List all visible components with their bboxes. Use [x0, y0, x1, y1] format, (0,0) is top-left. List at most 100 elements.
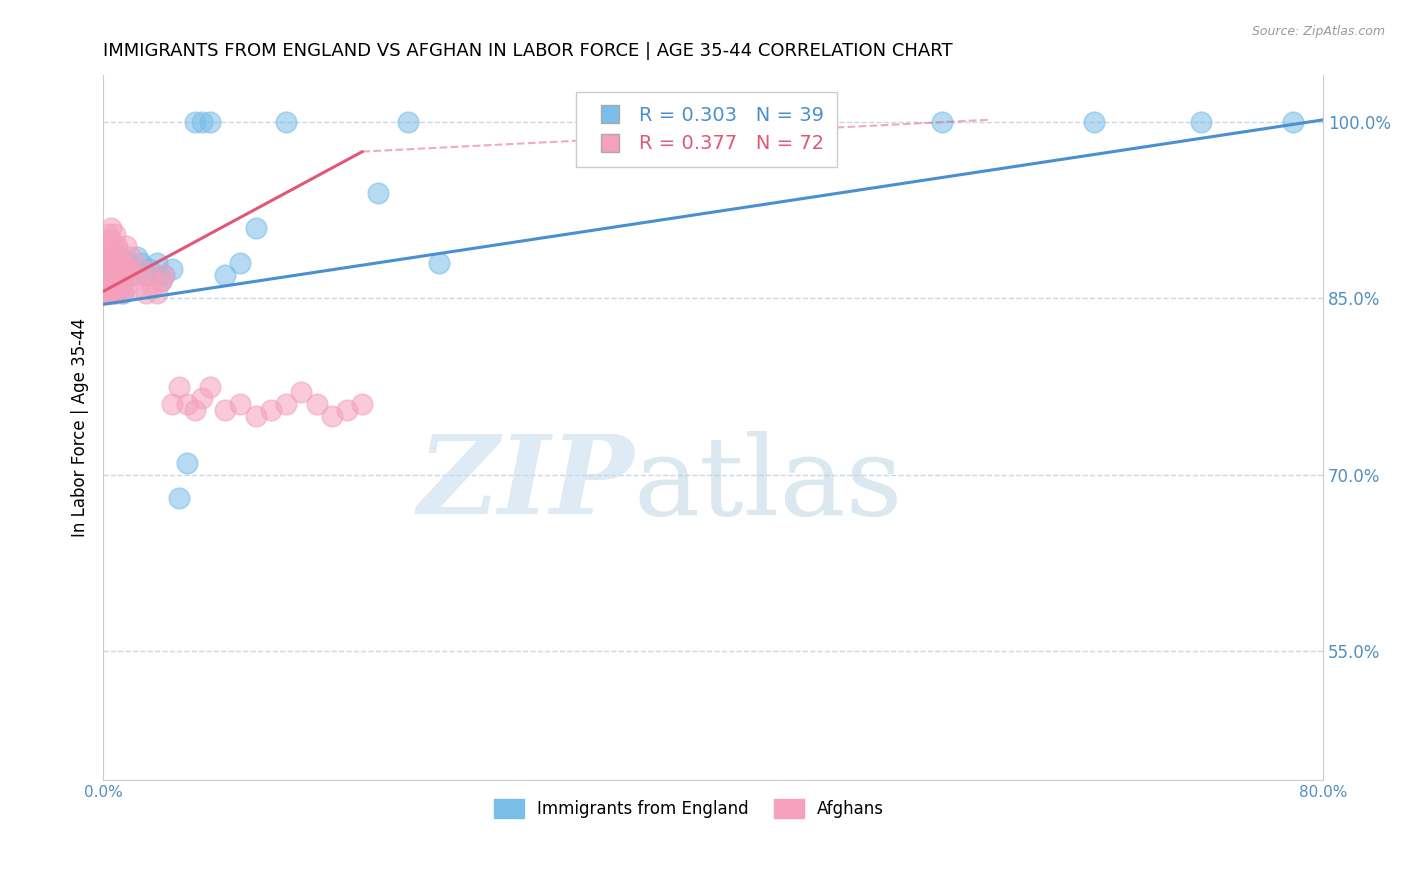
Point — [110, 279, 132, 293]
Point — [93, 268, 115, 282]
Point — [105, 238, 128, 252]
Point — [97, 268, 120, 282]
Point — [105, 251, 128, 265]
Point — [367, 186, 389, 200]
Point — [104, 262, 127, 277]
Point — [260, 403, 283, 417]
Point — [396, 115, 419, 129]
Point — [103, 274, 125, 288]
Point — [129, 256, 152, 270]
Point — [125, 279, 148, 293]
Text: IMMIGRANTS FROM ENGLAND VS AFGHAN IN LABOR FORCE | AGE 35-44 CORRELATION CHART: IMMIGRANTS FROM ENGLAND VS AFGHAN IN LAB… — [103, 42, 953, 60]
Point — [93, 274, 115, 288]
Point — [100, 233, 122, 247]
Point — [97, 238, 120, 252]
Point — [100, 256, 122, 270]
Point — [191, 115, 214, 129]
Point — [120, 268, 142, 282]
Point — [931, 115, 953, 129]
Point — [114, 268, 136, 282]
Point — [169, 491, 191, 506]
Point — [97, 227, 120, 241]
Point — [93, 285, 115, 300]
Point — [1083, 115, 1105, 129]
Point — [276, 397, 298, 411]
Point — [183, 115, 205, 129]
Point — [150, 274, 173, 288]
Point — [101, 268, 124, 282]
Point — [100, 221, 122, 235]
Point — [129, 262, 152, 277]
Point — [135, 268, 157, 282]
Point — [103, 262, 125, 277]
Point — [150, 274, 173, 288]
Point — [101, 262, 124, 277]
Point — [97, 279, 120, 293]
Point — [105, 268, 128, 282]
Point — [145, 256, 167, 270]
Point — [117, 256, 139, 270]
Point — [100, 274, 122, 288]
Point — [101, 256, 124, 270]
Point — [108, 268, 131, 282]
Point — [160, 262, 183, 277]
Point — [122, 262, 145, 277]
Point — [98, 285, 121, 300]
Point — [427, 256, 450, 270]
Point — [107, 274, 129, 288]
Point — [96, 279, 118, 293]
Point — [120, 251, 142, 265]
Point — [135, 285, 157, 300]
Point — [125, 251, 148, 265]
Point — [1281, 115, 1303, 129]
Point — [160, 397, 183, 411]
Point — [96, 262, 118, 277]
Point — [104, 285, 127, 300]
Point — [321, 409, 343, 423]
Point — [98, 274, 121, 288]
Point — [138, 262, 160, 277]
Point — [97, 268, 120, 282]
Point — [176, 397, 198, 411]
Point — [145, 285, 167, 300]
Point — [97, 256, 120, 270]
Point — [98, 262, 121, 277]
Point — [111, 256, 134, 270]
Point — [1189, 115, 1212, 129]
Point — [229, 397, 252, 411]
Point — [276, 115, 298, 129]
Point — [96, 233, 118, 247]
Point — [183, 403, 205, 417]
Point — [96, 251, 118, 265]
Text: ZIP: ZIP — [418, 431, 634, 538]
Point — [115, 238, 138, 252]
Point — [305, 397, 328, 411]
Point — [107, 279, 129, 293]
Y-axis label: In Labor Force | Age 35-44: In Labor Force | Age 35-44 — [72, 318, 89, 537]
Point — [93, 244, 115, 259]
Point — [122, 268, 145, 282]
Point — [107, 256, 129, 270]
Point — [100, 285, 122, 300]
Point — [101, 238, 124, 252]
Point — [336, 403, 359, 417]
Point — [176, 456, 198, 470]
Point — [141, 279, 163, 293]
Point — [191, 392, 214, 406]
Point — [138, 268, 160, 282]
Point — [107, 244, 129, 259]
Point — [108, 268, 131, 282]
Point — [198, 379, 221, 393]
Point — [229, 256, 252, 270]
Point — [198, 115, 221, 129]
Point — [352, 397, 374, 411]
Text: atlas: atlas — [634, 431, 904, 538]
Point — [93, 256, 115, 270]
Point — [104, 227, 127, 241]
Point — [115, 279, 138, 293]
Point — [245, 221, 267, 235]
Point — [245, 409, 267, 423]
Text: Source: ZipAtlas.com: Source: ZipAtlas.com — [1251, 25, 1385, 38]
Point — [110, 285, 132, 300]
Point — [103, 279, 125, 293]
